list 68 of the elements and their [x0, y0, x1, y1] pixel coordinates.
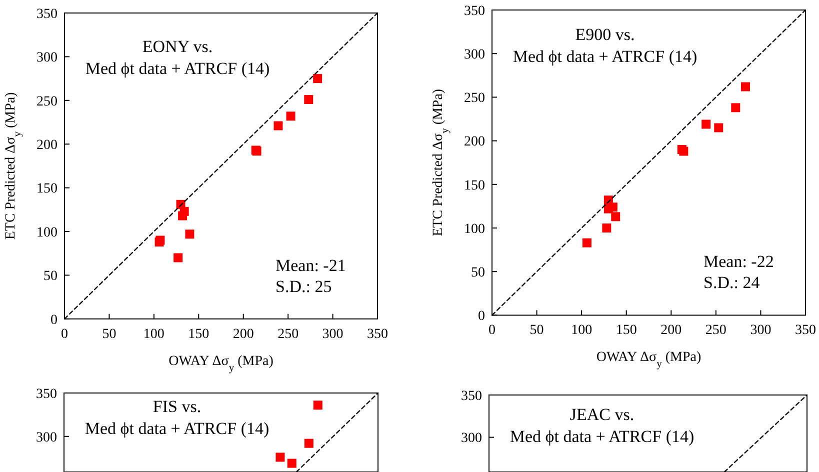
text: JEAC vs.	[570, 405, 634, 424]
text: Med ϕt data + ATRCF (14)	[512, 47, 698, 66]
point	[286, 112, 296, 121]
x-tick-label: 350	[795, 323, 816, 338]
y-tick-label: 150	[36, 182, 58, 197]
x-tick-label: 150	[616, 323, 637, 338]
point	[178, 211, 188, 220]
point	[740, 82, 750, 92]
y-tick-label: 350	[36, 6, 58, 22]
x-tick-label: 350	[367, 326, 388, 342]
point	[276, 452, 285, 462]
y-tick-label: 100	[464, 222, 485, 237]
point	[611, 212, 620, 222]
y-tick-label: 250	[36, 94, 58, 110]
x-tick-label: 0	[61, 326, 68, 342]
y-tick-label: 100	[36, 225, 58, 240]
y-tick-label: 200	[36, 138, 58, 153]
text: EONY vs.	[142, 37, 213, 56]
x-tick-label: 0	[488, 323, 496, 338]
y-tick-label: 300	[36, 50, 58, 66]
y-tick-label: 300	[36, 430, 57, 446]
text: E900 vs.	[575, 25, 635, 44]
annotation: S.D.: 25	[276, 276, 332, 296]
text: Med ϕt data + ATRCF (14)	[85, 59, 270, 78]
x-tick-label: 300	[750, 323, 772, 338]
y-tick-label: 350	[464, 4, 485, 19]
y-tick-label: 150	[464, 178, 485, 194]
y-tick-label: 300	[464, 48, 485, 62]
y-tick-label: 0	[50, 312, 58, 328]
x-tick-label: 50	[102, 326, 116, 342]
y-tick-label: 300	[461, 431, 482, 446]
y-tick-label: 350	[461, 388, 482, 404]
x-tick-label: 200	[232, 326, 254, 342]
point	[304, 95, 314, 104]
point	[714, 123, 724, 132]
y-tick-label: 200	[464, 134, 485, 150]
x-tick-label: 50	[530, 323, 544, 338]
annotation: Mean: -22	[704, 252, 774, 272]
y-tick-label: 50	[471, 266, 485, 280]
x-tick-label: 100	[143, 326, 164, 342]
x-tick-label: 250	[705, 323, 726, 338]
point	[174, 253, 183, 262]
x-axis-title: OWAY Δσ$_{y}$ (MPa)	[168, 354, 274, 374]
chart-title: FIS vs.	[152, 397, 202, 416]
point	[185, 230, 194, 239]
y-tick-label: 350	[36, 386, 57, 402]
x-tick-label: 200	[660, 323, 682, 338]
point	[602, 224, 612, 232]
point	[731, 103, 740, 112]
y-tick-label: 0	[478, 309, 485, 324]
x-tick-label: 150	[188, 326, 210, 342]
y-tick-label: 250	[464, 91, 485, 106]
point	[274, 121, 283, 130]
text: Med ϕt data + ATRCF (14)	[84, 419, 270, 438]
annotation: Mean: -21	[276, 256, 346, 275]
x-tick-label: 100	[571, 323, 592, 338]
point	[313, 74, 322, 84]
point	[702, 120, 711, 129]
x-tick-label: 250	[278, 326, 299, 342]
x-axis-title: OWAY Δσ$_{y}$ (MPa)	[596, 350, 702, 370]
point	[304, 438, 314, 448]
text: Med ϕt data + ATRCF (14)	[510, 427, 694, 446]
x-tick-label: 300	[322, 326, 344, 342]
annotation: S.D.: 24	[704, 273, 760, 292]
point	[582, 238, 592, 248]
point	[313, 400, 322, 410]
point	[287, 458, 296, 468]
y-tick-label: 50	[44, 269, 58, 284]
